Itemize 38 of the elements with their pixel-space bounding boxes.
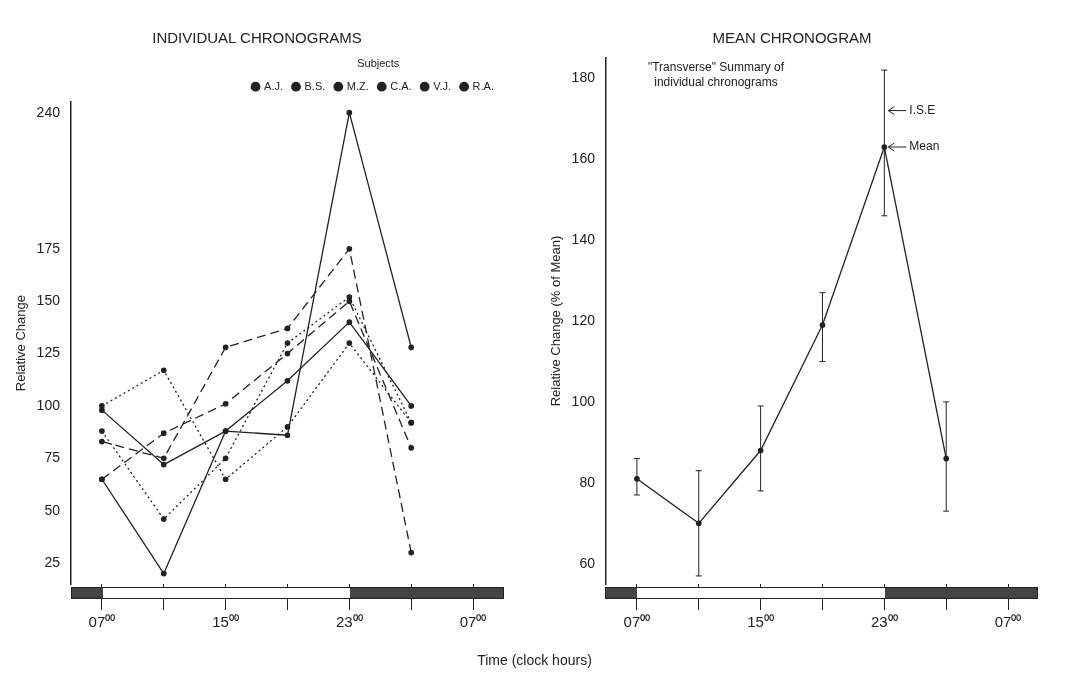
y-tick-label: 180 [571, 69, 595, 86]
y-tick-label: 100 [571, 392, 595, 409]
x-tick-label: 15⁰⁰ [212, 613, 239, 631]
annotation: Mean [908, 139, 939, 154]
y-tick-label: 140 [571, 230, 595, 247]
legend-label: B.S. [304, 79, 326, 92]
legend-label: M.Z. [346, 79, 369, 92]
annotation: "Transverse" Summary of individual chronograms [647, 60, 785, 90]
y-tick-label: 160 [571, 150, 595, 167]
y-tick-label: 75 [44, 449, 61, 466]
y-tick-label: 50 [44, 501, 61, 518]
x-tick-label: 07⁰⁰ [88, 613, 116, 631]
legend-label: A.J. [264, 79, 283, 92]
chart-title: INDIVIDUAL CHRONOGRAMS [152, 29, 362, 47]
y-axis-title: Relative Change (% of Mean) [547, 235, 563, 407]
x-tick-label: 23⁰⁰ [336, 613, 363, 631]
x-tick-label: 15⁰⁰ [746, 613, 774, 631]
y-tick-label: 125 [36, 344, 61, 361]
y-tick-label: 150 [36, 292, 61, 309]
x-tick-label: 07⁰⁰ [994, 613, 1021, 631]
legend-label: C.A. [390, 79, 412, 92]
x-tick-label: 07⁰⁰ [623, 613, 650, 631]
legend-label: R.A. [472, 79, 495, 92]
y-axis-title: Relative Change [13, 295, 29, 392]
x-axis-title: Time (clock hours) [477, 652, 592, 668]
legend-title: Subjects [357, 56, 400, 69]
annotation: I.S.E [908, 102, 935, 117]
y-tick-label: 100 [36, 396, 61, 413]
y-tick-label: 240 [36, 103, 61, 120]
y-tick-label: 60 [578, 554, 595, 571]
y-tick-label: 175 [36, 239, 61, 256]
x-tick-label: 23⁰⁰ [870, 613, 898, 631]
x-tick-label: 07⁰⁰ [459, 613, 487, 631]
legend-label: V.J. [433, 79, 452, 92]
chart-title: MEAN CHRONOGRAM [711, 29, 872, 47]
y-tick-label: 120 [571, 311, 595, 328]
y-tick-label: 25 [44, 553, 61, 570]
y-tick-label: 80 [578, 473, 595, 490]
